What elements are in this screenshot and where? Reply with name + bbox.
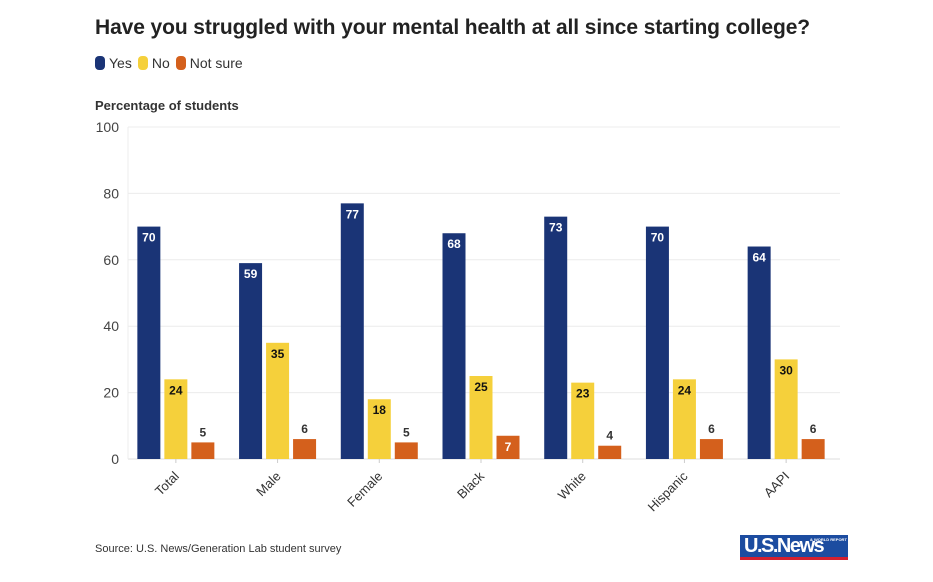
- data-label: 6: [301, 422, 308, 436]
- bar-no: [367, 399, 391, 459]
- y-tick-label: 80: [103, 185, 119, 201]
- data-label: 70: [142, 231, 156, 245]
- legend-label-yes: Yes: [109, 55, 132, 71]
- legend-item-no[interactable]: No: [137, 55, 170, 71]
- data-label: 5: [403, 425, 410, 439]
- bar-not-sure: [598, 445, 622, 459]
- usnews-logo: U.S.News & WORLD REPORT: [740, 535, 848, 561]
- bar-no: [266, 342, 290, 459]
- x-tick-label: Male: [253, 469, 284, 500]
- logo-stripe: [740, 557, 848, 560]
- legend-item-not-sure[interactable]: Not sure: [175, 55, 243, 71]
- y-tick-label: 40: [103, 318, 119, 334]
- bar-not-sure: [293, 439, 317, 459]
- legend-label-no: No: [151, 55, 170, 71]
- legend-item-yes[interactable]: Yes: [95, 55, 132, 71]
- bar-yes: [137, 226, 161, 459]
- bar-no: [672, 379, 696, 459]
- legend-swatch-no: [137, 56, 148, 70]
- x-tick-label: AAPI: [761, 469, 793, 501]
- data-label: 64: [752, 251, 766, 265]
- bar-yes: [442, 233, 466, 459]
- bar-yes: [239, 263, 263, 459]
- bar-no: [469, 376, 493, 459]
- y-tick-label: 20: [103, 385, 119, 401]
- y-axis-label: Percentage of students: [95, 98, 239, 113]
- data-label: 18: [373, 403, 387, 417]
- chart-title: Have you struggled with your mental heal…: [95, 16, 811, 39]
- data-label: 68: [447, 237, 461, 251]
- data-label: 59: [244, 267, 258, 281]
- data-label: 6: [810, 422, 817, 436]
- bar-yes: [645, 226, 669, 459]
- data-label: 25: [474, 380, 488, 394]
- bar-yes: [340, 203, 364, 459]
- y-tick-label: 0: [111, 451, 119, 467]
- bar-not-sure: [801, 439, 825, 459]
- legend-swatch-yes: [95, 56, 105, 70]
- data-label: 24: [169, 383, 183, 397]
- bar-no: [571, 382, 595, 459]
- logo-background: [740, 535, 848, 557]
- bar-yes: [544, 216, 568, 459]
- bar-not-sure: [191, 442, 215, 459]
- x-tick-label: Black: [454, 468, 487, 501]
- x-tick-label: White: [555, 469, 589, 503]
- legend: Yes No Not sure: [95, 55, 249, 71]
- data-label: 6: [708, 422, 715, 436]
- y-tick-label: 60: [103, 252, 119, 268]
- bar-not-sure: [394, 442, 418, 459]
- bar-no: [774, 359, 798, 459]
- bar-yes: [747, 246, 771, 459]
- x-tick-label: Hispanic: [645, 468, 691, 514]
- data-label: 73: [549, 221, 563, 235]
- source-note: Source: U.S. News/Generation Lab student…: [95, 543, 342, 555]
- x-tick-label: Total: [152, 468, 182, 498]
- data-label: 24: [678, 383, 692, 397]
- logo-text: U.S.News: [744, 535, 825, 557]
- data-label: 4: [606, 429, 613, 443]
- data-label: 30: [779, 363, 793, 377]
- logo-subtext: & WORLD REPORT: [810, 537, 847, 542]
- bar-not-sure: [496, 435, 520, 459]
- data-label: 77: [346, 207, 360, 221]
- data-label: 23: [576, 387, 590, 401]
- x-tick-label: Female: [344, 469, 385, 510]
- legend-label-not-sure: Not sure: [189, 55, 243, 71]
- legend-swatch-not-sure: [175, 56, 186, 70]
- data-label: 35: [271, 347, 285, 361]
- bar-not-sure: [699, 439, 723, 459]
- data-label: 5: [200, 425, 207, 439]
- data-label: 7: [505, 440, 512, 454]
- y-tick-label: 100: [96, 119, 120, 135]
- data-label: 70: [651, 231, 665, 245]
- bar-no: [164, 379, 188, 459]
